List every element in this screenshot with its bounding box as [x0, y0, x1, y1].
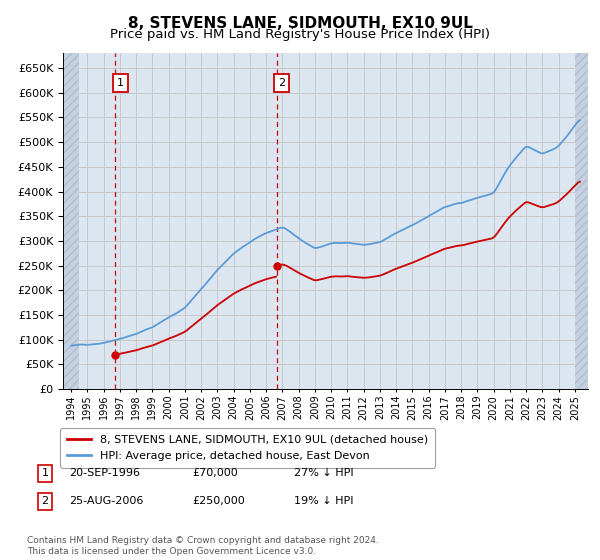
- Text: 2: 2: [41, 496, 49, 506]
- Text: £70,000: £70,000: [192, 468, 238, 478]
- Text: 1: 1: [41, 468, 49, 478]
- Text: 20-SEP-1996: 20-SEP-1996: [69, 468, 140, 478]
- Text: 25-AUG-2006: 25-AUG-2006: [69, 496, 143, 506]
- Legend: 8, STEVENS LANE, SIDMOUTH, EX10 9UL (detached house), HPI: Average price, detach: 8, STEVENS LANE, SIDMOUTH, EX10 9UL (det…: [61, 428, 435, 468]
- Text: 2: 2: [278, 78, 285, 88]
- Text: 8, STEVENS LANE, SIDMOUTH, EX10 9UL: 8, STEVENS LANE, SIDMOUTH, EX10 9UL: [128, 16, 472, 31]
- Text: Contains HM Land Registry data © Crown copyright and database right 2024.
This d: Contains HM Land Registry data © Crown c…: [27, 536, 379, 556]
- Text: 19% ↓ HPI: 19% ↓ HPI: [294, 496, 353, 506]
- Text: 1: 1: [117, 78, 124, 88]
- Text: 27% ↓ HPI: 27% ↓ HPI: [294, 468, 353, 478]
- Text: Price paid vs. HM Land Registry's House Price Index (HPI): Price paid vs. HM Land Registry's House …: [110, 28, 490, 41]
- Text: £250,000: £250,000: [192, 496, 245, 506]
